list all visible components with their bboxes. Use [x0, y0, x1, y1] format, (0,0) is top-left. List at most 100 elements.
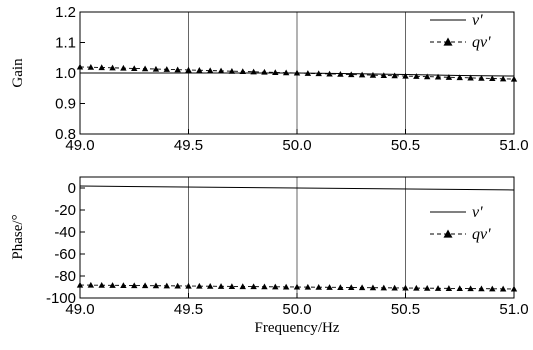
qv-triangle-marker [478, 74, 485, 81]
qv-triangle-marker [141, 282, 149, 289]
qv-triangle-marker [131, 65, 138, 71]
phase-legend: v' qv' [430, 204, 491, 243]
qv-triangle-marker [315, 70, 322, 77]
qv-triangle-marker [282, 283, 290, 290]
y-tick-label: -100 [46, 290, 76, 307]
qv-triangle-marker [489, 285, 496, 292]
qv-triangle-marker [456, 285, 463, 292]
x-tick-label: 50.5 [391, 301, 420, 318]
qv-triangle-marker [272, 69, 279, 75]
phase-series [76, 185, 518, 292]
y-tick-label: -40 [54, 224, 76, 241]
qv-triangle-marker [120, 64, 127, 71]
qv-triangle-marker [109, 64, 116, 71]
qv-triangle-marker [131, 282, 138, 289]
qv-triangle-marker [326, 70, 333, 77]
y-tick-label: 1.1 [55, 35, 76, 52]
qv-triangle-marker [413, 284, 420, 291]
qv-triangle-marker [196, 282, 203, 289]
gain-legend: v' qv' [430, 12, 491, 51]
qv-triangle-marker [293, 283, 301, 290]
qv-triangle-marker [250, 68, 257, 75]
qv-triangle-marker [467, 74, 474, 81]
x-tick-label: 49.5 [174, 301, 203, 318]
qv-triangle-marker [499, 75, 507, 82]
y-tick-label: 0 [68, 180, 76, 197]
qv-triangle-marker [337, 71, 344, 77]
legend-label: qv' [472, 34, 491, 51]
x-tick-label: 49.0 [65, 301, 94, 318]
qv-triangle-marker [499, 285, 507, 292]
x-tick-label: 51.0 [499, 301, 528, 318]
gain-series [76, 63, 518, 82]
qv-triangle-marker [282, 69, 290, 76]
frequency-x-axis-title: Frequency/Hz [255, 320, 340, 336]
qv-triangle-marker [217, 67, 225, 74]
qv-triangle-marker [467, 285, 474, 292]
qv-triangle-marker [413, 73, 420, 79]
qv-triangle-marker [185, 282, 192, 289]
qv-triangle-marker [380, 72, 387, 78]
qv-triangle-marker [141, 65, 149, 72]
x-tick-label: 51.0 [499, 137, 528, 154]
qv-triangle-marker [87, 64, 95, 70]
qv-triangle-marker [228, 67, 236, 74]
qv-triangle-marker [207, 67, 214, 74]
y-tick-label: -20 [54, 202, 76, 219]
legend-label: v' [472, 12, 483, 29]
phase-panel: 49.0 49.5 50.0 50.5 51.0 0 -20 -40 -60 -80 -100 Ph… [10, 176, 529, 336]
qv-triangle-marker [369, 71, 377, 78]
qv-triangle-marker [261, 283, 268, 290]
qv-triangle-marker [239, 68, 246, 75]
qv-triangle-marker [217, 283, 225, 289]
x-tick-label: 50.0 [282, 137, 311, 154]
qv-triangle-marker [424, 73, 431, 80]
qv-triangle-marker [152, 65, 160, 72]
qv-triangle-marker [380, 284, 387, 291]
qv-triangle-marker [304, 70, 312, 76]
qv-triangle-marker [434, 73, 442, 80]
qv-triangle-marker [261, 68, 268, 75]
qv-triangle-marker [185, 66, 192, 73]
x-tick-label: 49.5 [174, 137, 203, 154]
qv-triangle-marker [163, 66, 170, 72]
y-tick-label: -80 [54, 268, 76, 285]
qv-triangle-marker [358, 284, 366, 291]
qv-triangle-marker [434, 285, 442, 291]
y-tick-label: 0.8 [55, 126, 76, 143]
qv-triangle-marker [424, 284, 431, 291]
y-tick-label: 0.9 [55, 96, 76, 113]
qv-triangle-marker [98, 282, 105, 288]
qv-triangle-marker [402, 72, 409, 79]
phase-grid [188, 177, 406, 298]
qv-triangle-marker [120, 282, 127, 288]
qv-triangle-marker [196, 67, 203, 73]
legend-label: qv' [472, 226, 491, 243]
qv-triangle-marker [348, 71, 355, 78]
phase-y-axis-title: Phase/° [10, 214, 26, 259]
qv-triangle-marker [326, 284, 333, 290]
qv-triangle-marker [456, 74, 463, 81]
qv-triangle-marker [174, 66, 181, 73]
gain-ticks: 49.0 49.5 50.0 50.5 51.0 0.8 0.9 1.0 1.1 1.2 [55, 4, 528, 154]
legend-triangle-marker [443, 37, 453, 46]
qv-triangle-marker [348, 284, 355, 291]
v-series-line [79, 185, 515, 191]
gain-y-axis-title: Gain [10, 58, 26, 88]
qv-triangle-marker [98, 64, 105, 71]
qv-triangle-marker [250, 283, 257, 290]
x-tick-label: 50.0 [282, 301, 311, 318]
legend-label: v' [472, 204, 483, 221]
y-tick-label: 1.0 [55, 65, 76, 82]
qv-triangle-marker [272, 283, 279, 290]
qv-triangle-marker [478, 285, 485, 292]
qv-triangle-marker [293, 69, 301, 76]
qv-triangle-marker [152, 282, 160, 289]
y-tick-label: -60 [54, 246, 76, 263]
qv-triangle-marker [369, 284, 377, 291]
qv-triangle-marker [304, 283, 312, 290]
qv-triangle-marker [402, 284, 409, 291]
gain-panel: 49.0 49.5 50.0 50.5 51.0 0.8 0.9 1.0 1.1 1.2 Gain… [10, 4, 529, 154]
qv-triangle-marker [445, 74, 453, 80]
